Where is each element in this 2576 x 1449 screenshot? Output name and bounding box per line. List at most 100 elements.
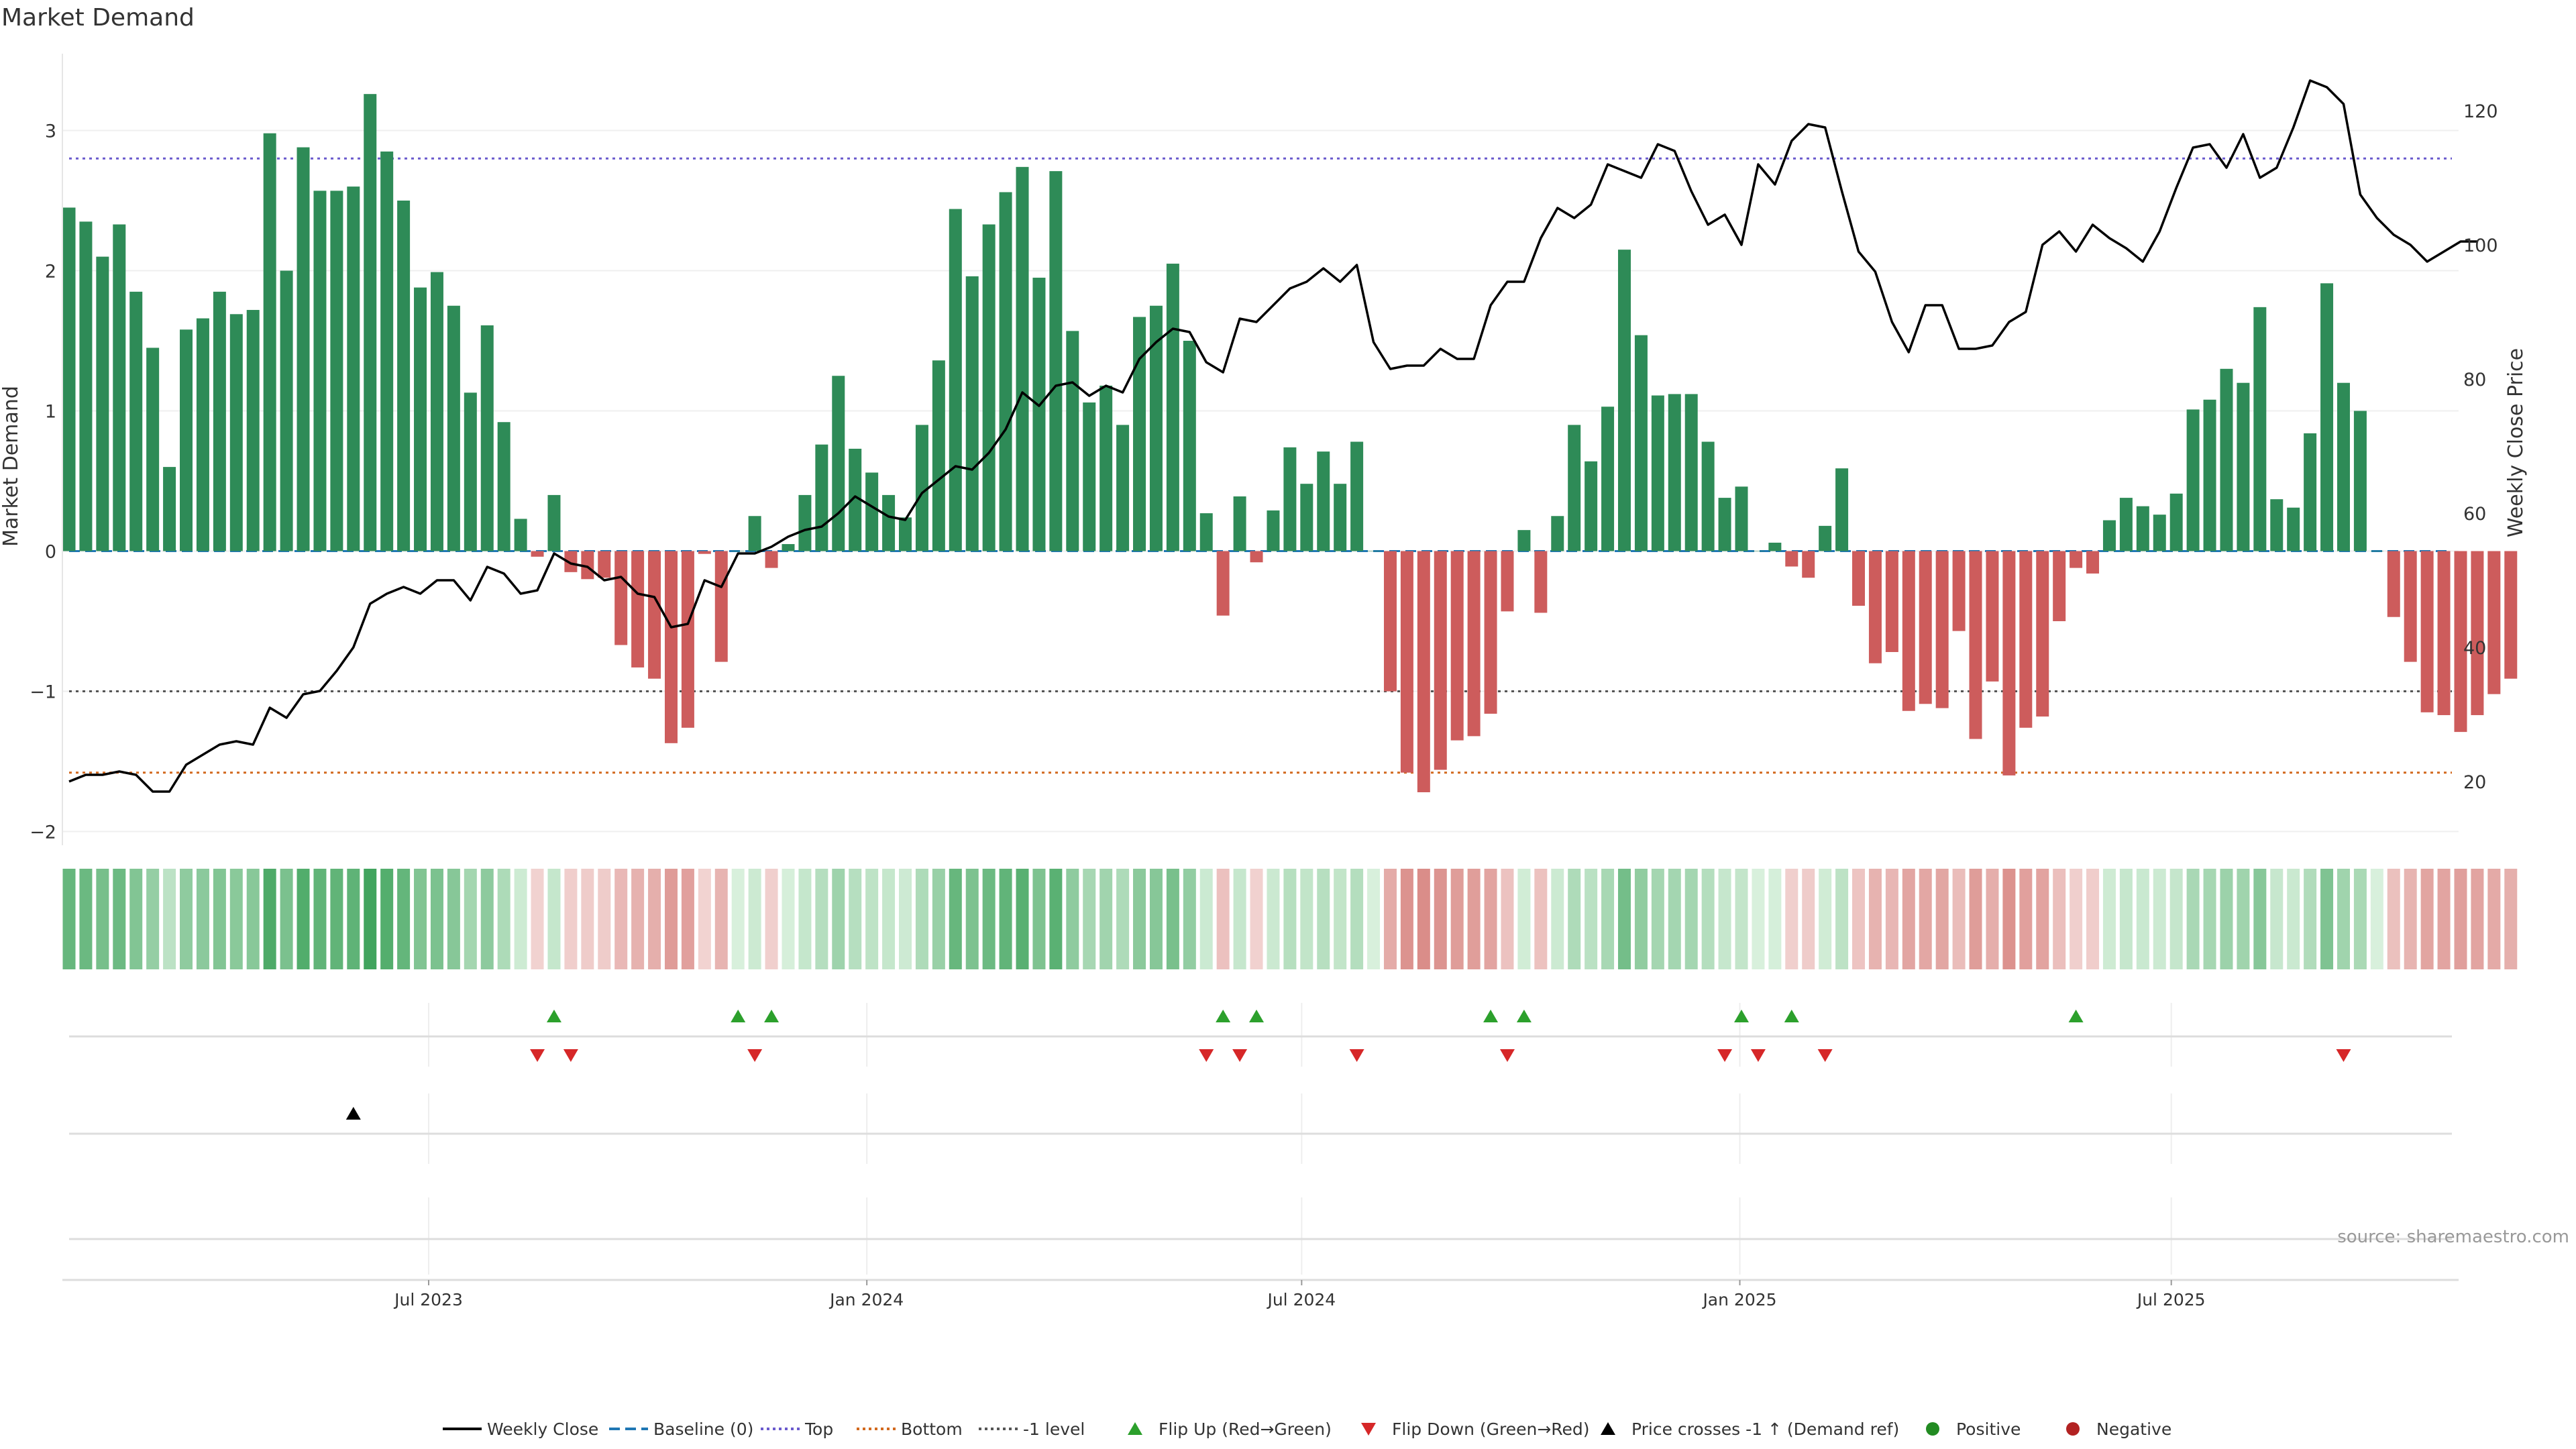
heat-cell (2002, 869, 2016, 969)
heat-cell (213, 869, 226, 969)
demand-bar (1467, 551, 1481, 737)
demand-bar (1634, 335, 1648, 551)
heat-cell (915, 869, 928, 969)
demand-bar (2220, 368, 2233, 551)
demand-bar (1568, 425, 1581, 551)
demand-bar (1819, 525, 1832, 551)
flip-up-marker (1249, 1010, 1265, 1022)
heat-cell (414, 869, 427, 969)
y-axis-right-label: Weekly Close Price (2504, 348, 2528, 537)
heat-cell (1450, 869, 1464, 969)
heat-cell (263, 869, 276, 969)
demand-bar (1534, 551, 1548, 613)
flip-down-marker (530, 1049, 545, 1062)
heat-cell (1166, 869, 1179, 969)
demand-bar (1434, 551, 1447, 770)
y-right-tick-label: 120 (2463, 101, 2498, 122)
weekly-close-line (68, 79, 2477, 793)
heat-cell (79, 869, 93, 969)
demand-bar (1718, 498, 1731, 551)
demand-bar (1735, 486, 1748, 551)
heat-cell (1183, 869, 1196, 969)
y-left-tick-label: −2 (30, 822, 56, 843)
demand-bar (330, 191, 343, 551)
demand-bar (1417, 551, 1430, 792)
flip-up-marker (764, 1010, 780, 1022)
demand-bar (815, 444, 828, 551)
heat-cell (1501, 869, 1514, 969)
demand-bar (798, 494, 812, 551)
demand-bar (581, 551, 594, 580)
heat-cell (2370, 869, 2383, 969)
legend-label: Flip Up (Red→Green) (1159, 1419, 1332, 1439)
demand-bar (2119, 498, 2133, 551)
legend-label: -1 level (1023, 1419, 1085, 1439)
demand-bar (213, 291, 226, 551)
demand-bar (2437, 551, 2451, 716)
x-tick-label: Jul 2025 (2136, 1290, 2206, 1309)
demand-bar (1551, 516, 1564, 551)
demand-bar (765, 551, 778, 568)
y-left-tick-label: 3 (45, 121, 56, 142)
demand-bar (1919, 551, 1932, 704)
demand-bar (180, 329, 193, 551)
legend-item: Top (761, 1419, 833, 1439)
heat-cell (2203, 869, 2216, 969)
heat-cell (1718, 869, 1731, 969)
demand-bar (1902, 551, 1915, 711)
flip-up-marker (546, 1010, 561, 1022)
demand-bar (2320, 283, 2334, 551)
flip-down-marker (747, 1049, 763, 1062)
demand-bar (2019, 551, 2033, 728)
demand-bar (2304, 433, 2317, 551)
demand-bar (1952, 551, 1966, 631)
demand-bar (229, 314, 243, 551)
demand-bar (129, 291, 143, 551)
heat-cell (1802, 869, 1815, 969)
demand-bar (1149, 305, 1163, 551)
heat-cell (2036, 869, 2049, 969)
legend-swatch-positive (1926, 1422, 1939, 1436)
heat-cell (547, 869, 561, 969)
legend-item: Positive (1926, 1419, 2021, 1439)
demand-bar (648, 551, 661, 679)
heat-cell (163, 869, 176, 969)
demand-bar (1133, 317, 1146, 551)
demand-bar (1835, 468, 1849, 551)
y-right-tick-label: 60 (2463, 504, 2486, 525)
y-left-tick-label: −1 (30, 682, 56, 703)
heat-cell (865, 869, 879, 969)
flip-up-marker (2068, 1010, 2084, 1022)
demand-bar (1216, 551, 1230, 616)
heat-cell (430, 869, 443, 969)
heat-cell (146, 869, 160, 969)
flip-down-marker (563, 1049, 578, 1062)
demand-bar (430, 272, 443, 551)
demand-bar (982, 224, 996, 551)
demand-bar (1684, 394, 1698, 551)
demand-bar (1852, 551, 1866, 606)
demand-bar (514, 519, 527, 551)
demand-bar (1885, 551, 1898, 652)
heat-cell (1350, 869, 1364, 969)
heat-cell (229, 869, 243, 969)
y-right-tick-label: 40 (2463, 638, 2486, 659)
demand-bar (1334, 484, 1347, 551)
heat-cell (1735, 869, 1748, 969)
demand-bar (1317, 451, 1330, 551)
flip-up-marker (1216, 1010, 1231, 1022)
demand-bar (2387, 551, 2400, 617)
heat-cell (2119, 869, 2133, 969)
x-tick-label: Jan 2024 (828, 1290, 904, 1309)
demand-bar (2420, 551, 2434, 712)
demand-bar (1969, 551, 1982, 739)
heat-cell (648, 869, 661, 969)
heat-cell (1835, 869, 1849, 969)
demand-bar (297, 147, 310, 551)
price-cross-marker (345, 1107, 361, 1120)
heat-cell (1585, 869, 1598, 969)
heat-cell (514, 869, 527, 969)
demand-bar (531, 551, 544, 557)
demand-bar (263, 133, 276, 551)
heat-cell (2237, 869, 2250, 969)
